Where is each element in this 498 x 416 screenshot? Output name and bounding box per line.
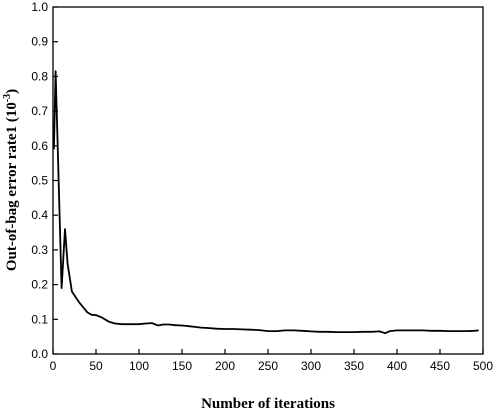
x-tick-label: 450 bbox=[430, 359, 450, 373]
x-tick-label: 350 bbox=[344, 359, 364, 373]
y-axis-title-main: Out-of-bag error rate1 (10 bbox=[4, 102, 20, 271]
series-line bbox=[53, 70, 479, 335]
y-tick-label: 0.0 bbox=[31, 347, 48, 361]
x-tick-label: 100 bbox=[129, 359, 149, 373]
y-tick-label: 0.8 bbox=[31, 69, 48, 83]
y-tick-label: 0.6 bbox=[31, 139, 48, 153]
y-tick-label: 0.2 bbox=[31, 278, 48, 292]
x-tick-label: 400 bbox=[387, 359, 407, 373]
y-tick-label: 0.4 bbox=[31, 208, 48, 222]
y-axis-title: Out-of-bag error rate1 (10-3) bbox=[2, 89, 20, 271]
x-tick-label: 250 bbox=[258, 359, 278, 373]
y-axis-title-sup: -3 bbox=[2, 94, 13, 102]
plot-frame bbox=[52, 6, 484, 355]
axis-tick-labels: 0 50 100 150 200 250 300 350 400 450 500 0.0 0.1 0.2 0… bbox=[31, 0, 493, 373]
x-tick-label: 50 bbox=[89, 359, 103, 373]
x-tick-label: 200 bbox=[215, 359, 235, 373]
y-tick-label: 1.0 bbox=[31, 0, 48, 14]
x-tick-label: 500 bbox=[473, 359, 493, 373]
axis-ticks bbox=[52, 6, 484, 355]
y-axis-title-close: ) bbox=[4, 89, 20, 94]
y-tick-label: 0.9 bbox=[31, 35, 48, 49]
y-tick-label: 0.1 bbox=[31, 312, 48, 326]
y-tick-label: 0.3 bbox=[31, 243, 48, 257]
x-tick-label: 150 bbox=[172, 359, 192, 373]
y-tick-label: 0.7 bbox=[31, 104, 48, 118]
x-tick-label: 0 bbox=[50, 359, 57, 373]
x-axis-title: Number of iterations bbox=[201, 396, 335, 412]
y-tick-label: 0.5 bbox=[31, 174, 48, 188]
x-tick-label: 300 bbox=[301, 359, 321, 373]
